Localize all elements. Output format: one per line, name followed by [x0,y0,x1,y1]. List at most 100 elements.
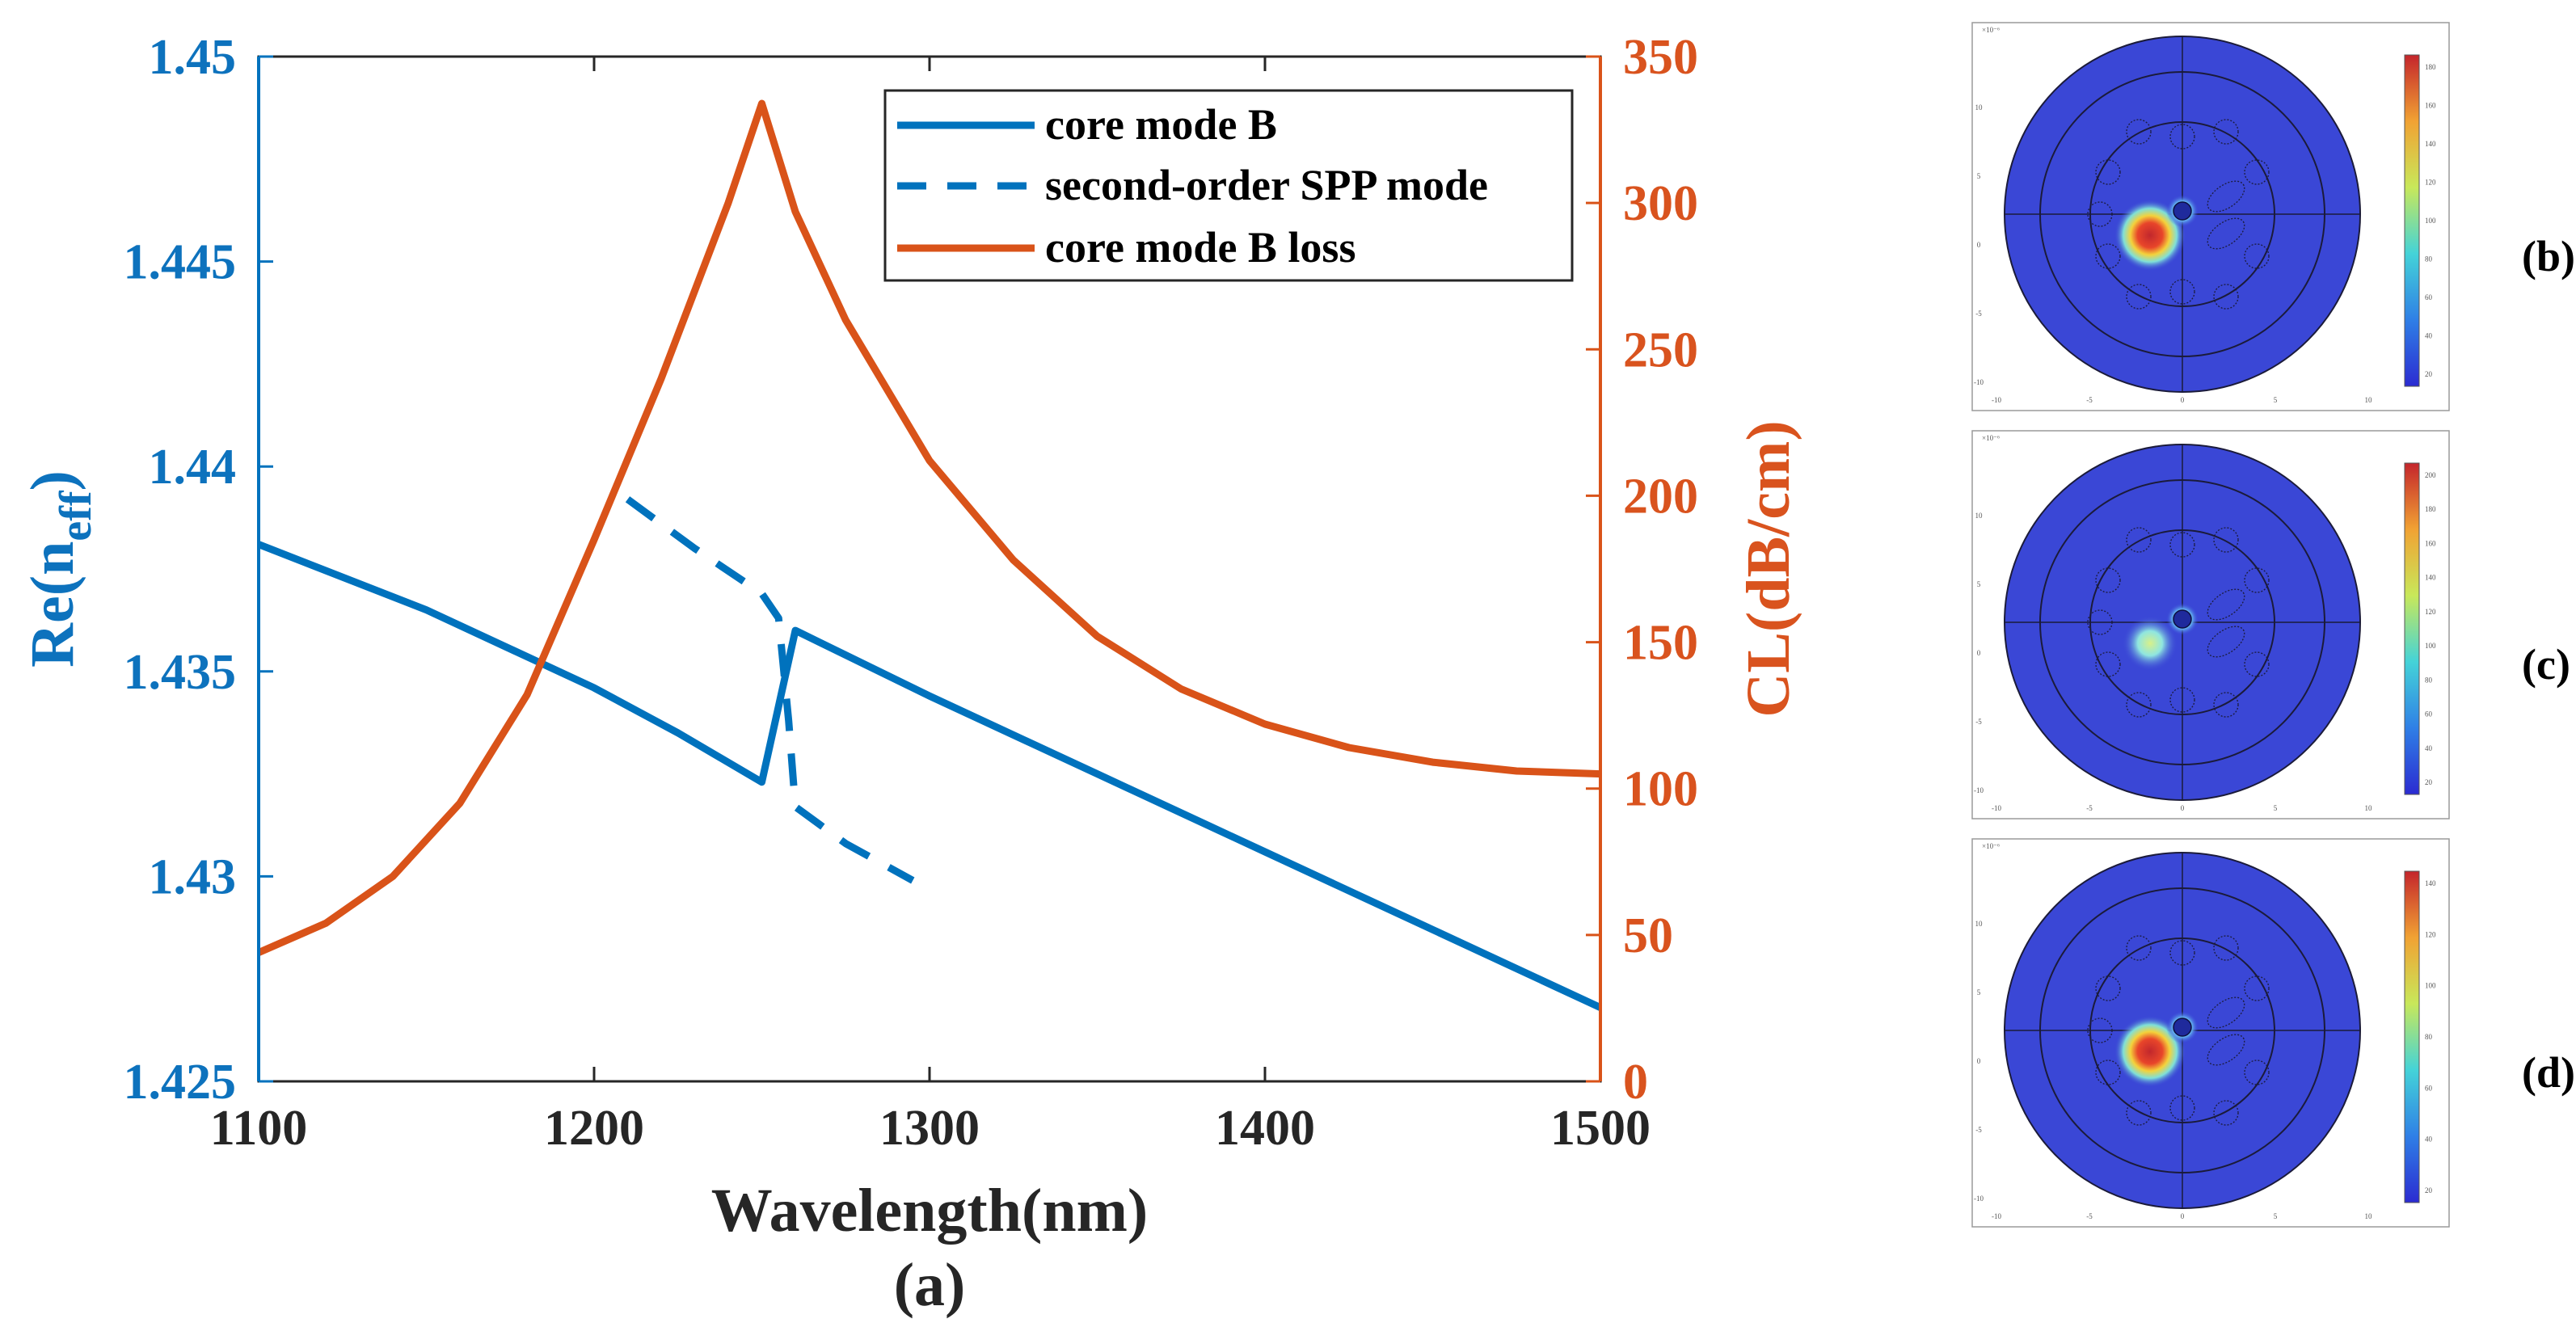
air-hole [2213,935,2239,961]
colorbar-tick-label: 40 [2425,332,2433,340]
inset-y-tick-label: 10 [1975,103,1984,112]
x-axis-title: Wavelength(nm) [711,1177,1148,1245]
y-right-tick-label: 300 [1623,176,1698,231]
air-hole [2126,119,2152,145]
y-right-tick-label: 200 [1623,469,1698,524]
air-hole [2126,284,2152,310]
inset-exponent-label: ×10⁻⁶ [1982,26,2000,34]
air-hole [2169,940,2195,966]
colorbar-tick-label: 160 [2425,539,2436,547]
colorbar-tick-label: 100 [2425,217,2436,225]
colorbar-tick-label: 60 [2425,293,2433,301]
air-hole [2169,1095,2195,1121]
colorbar-tick-label: 200 [2425,471,2436,479]
main-plot: 1100 1200 1300 1400 15001.4251.431.4351.441.… [19,30,1802,1319]
air-hole [2095,159,2121,185]
y-left-tick-label: 1.44 [149,440,237,495]
air-hole [2169,687,2195,713]
colorbar-tick-label: 20 [2425,370,2433,378]
colorbar-tick-label: 180 [2425,63,2436,71]
inset-x-tick-label: 0 [2181,1212,2185,1220]
y-right-tick-label: 50 [1623,908,1673,963]
inset-x-tick-label: 10 [2365,396,2373,404]
air-hole [2126,1100,2152,1126]
inset-y-tick-label: -10 [1974,786,1984,794]
air-hole [2126,527,2152,553]
series-layer [259,99,1600,1011]
air-hole [2126,692,2152,718]
y-left-tick-label: 1.45 [149,30,237,85]
colorbar-tick-label: 40 [2425,1136,2433,1144]
air-hole [2095,567,2121,593]
inset-panel-d: -10 -5 0 5 10 -10 -5 0 5 10 ×10⁻⁶ 140 120 100 80 60 40 20 [1971,838,2450,1228]
mode-field-insets: -10 -5 0 5 10-10-50510×10⁻⁶18016014012010080… [1971,22,2450,1228]
air-hole [2213,119,2239,145]
inset-y-tick-label: -10 [1974,378,1984,386]
inset-y-tick-label: 10 [1975,920,1984,928]
y-right-tick-label: 350 [1623,30,1698,85]
x-tick-label: 1300 [879,1101,980,1156]
colorbar-tick-label: 120 [2425,608,2436,616]
air-hole [2244,651,2270,677]
colorbar-tick-label: 140 [2425,140,2436,148]
inset-x-tick-label: 5 [2274,396,2278,404]
colorbar-tick-label: 80 [2425,676,2433,684]
colorbar-tick-label: 80 [2425,255,2433,263]
inset-y-tick-label: 0 [1977,241,1981,249]
air-hole [2095,651,2121,677]
inset-x-tick-label: 5 [2274,1212,2278,1220]
core-mode-field-spot [2123,616,2178,671]
legend-label-spp-mode: second-order SPP mode [1045,161,1488,209]
colorbar [2404,54,2420,387]
air-hole [2095,243,2121,269]
inset-x-tick-label: 10 [2365,804,2373,812]
air-hole [2169,124,2195,150]
air-hole [2244,1060,2270,1085]
colorbar-tick-label: 60 [2425,1084,2433,1092]
elliptical-hole [2207,996,2245,1029]
x-tick-label: 1500 [1550,1101,1651,1156]
legend: core mode B second-order SPP mode core m… [883,89,1574,282]
inset-x-tick-label: 0 [2181,804,2185,812]
y-right-tick-label: 150 [1623,616,1698,671]
y-axis-right-title: CL(dB/cm) [1735,420,1802,717]
inset-y-tick-label: 5 [1977,988,1981,996]
inset-x-tick-label: 5 [2274,804,2278,812]
y-left-tick-label: 1.435 [124,645,237,700]
inset-x-tick-label: -5 [2086,1212,2093,1220]
air-hole [2244,567,2270,593]
colorbar-tick-label: 140 [2425,879,2436,887]
air-hole [2169,279,2195,305]
inset-exponent-label: ×10⁻⁶ [1982,842,2000,850]
colorbar-tick-label: 100 [2425,982,2436,990]
inset-exponent-label: ×10⁻⁶ [1982,434,2000,442]
x-tick-label: 1400 [1215,1101,1315,1156]
colorbar-tick-label: 20 [2425,778,2433,786]
metal-wire [2173,201,2192,221]
air-hole [2213,284,2239,310]
panel-label-a: (a) [894,1251,966,1319]
inset-y-tick-label: -5 [1975,310,1982,318]
inset-panel-c: -10 -5 0 5 10 -10 -5 0 5 10 ×10⁻⁶ 200 180 160 140 120 10… [1971,430,2450,820]
colorbar [2404,462,2420,795]
air-hole [2087,201,2113,227]
series-line-3 [259,99,1600,956]
y-axis-left-title: Re(neff) [19,470,101,668]
inset-y-tick-label: -5 [1975,1126,1982,1134]
colorbar-tick-label: 60 [2425,710,2433,718]
air-hole [2244,975,2270,1001]
inset-x-tick-label: 10 [2365,1212,2373,1220]
y-right-tick-label: 100 [1623,762,1698,817]
series-line-2 [625,496,915,884]
colorbar-tick-label: 120 [2425,179,2436,187]
y-left-tick-label: 1.425 [124,1055,237,1110]
inset-y-tick-label: 5 [1977,172,1981,180]
inset-y-tick-label: -10 [1974,1194,1984,1203]
air-hole [2213,527,2239,553]
panel-label-d: (d) [2522,1048,2575,1097]
inset-x-tick-label: -10 [1992,1212,2001,1220]
inset-panel-b: -10 -5 0 5 10 -10 -5 0 5 10 ×10⁻⁶ 180 160 140 120 100 80… [1971,22,2450,411]
colorbar-tick-label: 120 [2425,930,2436,938]
air-hole [2095,975,2121,1001]
y-right-tick-label: 250 [1623,322,1698,377]
